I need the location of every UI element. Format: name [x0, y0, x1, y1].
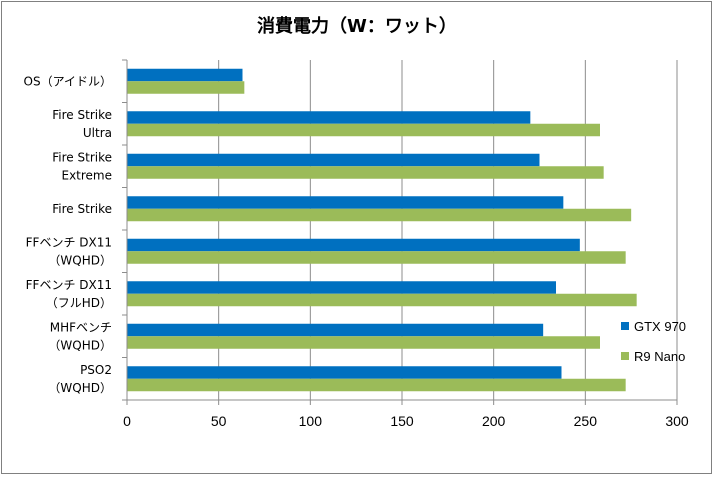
bar-gtx-970 [127, 238, 580, 252]
bar-gtx-970 [127, 366, 562, 379]
bar-r9-nano [127, 378, 626, 392]
category-label: （WQHD） [48, 338, 112, 352]
category-label: （フルHD） [46, 296, 112, 310]
bar-gtx-970 [127, 196, 564, 209]
category-label: FFベンチ DX11 [26, 278, 112, 292]
x-tick-label: 150 [390, 413, 414, 429]
x-tick-label: 200 [482, 413, 506, 429]
category-label: MHFベンチ [50, 320, 112, 334]
axes [122, 59, 677, 401]
chart-title: 消費電力（W：ワット） [257, 15, 457, 37]
bar-r9-nano [127, 293, 637, 307]
category-label: （WQHD） [48, 253, 112, 267]
bar-r9-nano [127, 81, 245, 94]
x-tick-label: 250 [574, 413, 598, 429]
legend-swatch [621, 352, 629, 360]
bar-gtx-970 [127, 323, 544, 337]
bar-r9-nano [127, 166, 604, 179]
bar-gtx-970 [127, 281, 556, 294]
legend-label: GTX 970 [634, 319, 686, 334]
bars [127, 68, 637, 392]
legend-label: R9 Nano [634, 349, 685, 364]
legend-swatch [621, 322, 629, 330]
category-label: Fire Strike [52, 108, 112, 122]
category-label: FFベンチ DX11 [26, 235, 112, 249]
x-tick-label: 100 [299, 413, 323, 429]
category-label: Fire Strike [52, 150, 112, 164]
x-tick-label: 0 [123, 413, 131, 429]
bar-r9-nano [127, 251, 626, 264]
bar-gtx-970 [127, 111, 531, 124]
bar-r9-nano [127, 336, 600, 349]
category-label: OS（アイドル） [24, 74, 112, 88]
legend: GTX 970 R9 Nano [621, 319, 686, 364]
bar-gtx-970 [127, 68, 243, 82]
category-label: PSO2 [80, 363, 112, 377]
bar-gtx-970 [127, 153, 540, 167]
x-tick-label: 300 [665, 413, 689, 429]
category-label: Ultra [83, 126, 112, 140]
x-tick-labels: 0 50 100 150 200 250 300 [123, 413, 689, 429]
bar-r9-nano [127, 208, 632, 222]
category-label: Fire Strike [52, 202, 112, 216]
bar-r9-nano [127, 123, 600, 137]
category-label: （WQHD） [48, 381, 112, 395]
x-tick-label: 50 [211, 413, 227, 429]
category-label: Extreme [61, 168, 112, 182]
category-labels: OS（アイドル） Fire Strike Ultra Fire Strike Extre… [24, 74, 112, 395]
